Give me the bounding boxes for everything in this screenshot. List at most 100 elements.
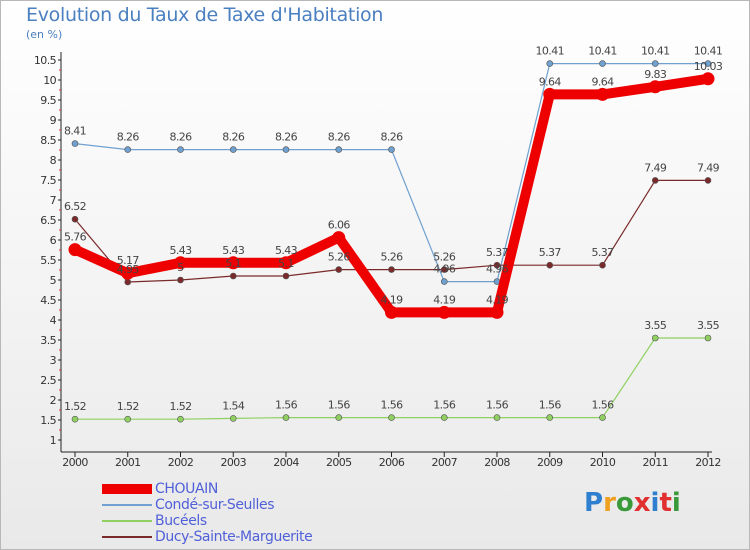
data-point-buceels: [282, 414, 290, 421]
data-label-ducy-sainte-marguerite: 7.49: [697, 161, 720, 174]
data-point-chouain: [121, 266, 135, 280]
data-point-chouain: [332, 231, 346, 245]
logo-letter: r: [603, 488, 616, 518]
data-point-buceels: [651, 334, 659, 342]
data-label-conde-sur-seulles: 8.41: [64, 125, 86, 138]
data-point-conde-sur-seulles: [335, 146, 343, 153]
data-label-conde-sur-seulles: 10.41: [694, 45, 723, 58]
data-point-conde-sur-seulles: [546, 60, 554, 67]
x-tick-label: 2011: [642, 456, 668, 469]
data-label-ducy-sainte-marguerite: 5.37: [539, 246, 562, 259]
legend-swatch-chouain: [102, 484, 152, 494]
y-tick-label: 9.5: [40, 94, 56, 107]
data-point-ducy-sainte-marguerite: [177, 276, 184, 284]
data-point-conde-sur-seulles: [124, 146, 132, 153]
y-tick-label: 3.5: [40, 334, 56, 347]
data-point-buceels: [546, 414, 554, 421]
y-tick-label: 6: [50, 234, 57, 247]
x-tick-label: 2006: [379, 456, 405, 469]
data-point-conde-sur-seulles: [704, 60, 712, 67]
y-tick-label: 2.5: [40, 374, 56, 387]
data-label-chouain: 4.19: [380, 293, 403, 306]
data-label-chouain: 5.76: [64, 231, 87, 244]
y-tick-label: 6.5: [40, 214, 56, 227]
y-tick-label: 1.5: [40, 414, 56, 427]
data-point-ducy-sainte-marguerite: [493, 261, 501, 269]
legend-swatch-ducy-sainte-marguerite: [102, 536, 152, 538]
data-point-buceels: [229, 415, 237, 422]
data-label-buceels: 1.56: [433, 399, 456, 412]
legend-swatch-conde-sur-seulles: [102, 504, 152, 506]
data-label-ducy-sainte-marguerite: 4.95: [117, 263, 140, 276]
data-point-chouain: [68, 243, 82, 257]
data-point-chouain: [648, 80, 662, 94]
y-tick-label: 8.5: [40, 134, 56, 147]
data-point-chouain: [701, 72, 715, 86]
y-tick-label: 1: [50, 434, 56, 447]
data-label-buceels: 1.54: [222, 399, 245, 412]
data-point-ducy-sainte-marguerite: [388, 266, 395, 273]
data-label-conde-sur-seulles: 8.26: [328, 131, 351, 144]
data-point-buceels: [124, 415, 132, 423]
x-tick-label: 2010: [590, 456, 616, 469]
data-label-conde-sur-seulles: 10.41: [536, 45, 565, 58]
data-label-chouain: 5.17: [117, 254, 140, 267]
data-point-conde-sur-seulles: [440, 278, 448, 285]
y-tick-label: 5: [50, 274, 57, 287]
legend-swatch-buceels: [102, 520, 152, 522]
data-label-ducy-sainte-marguerite: 5.37: [486, 246, 509, 259]
data-point-ducy-sainte-marguerite: [546, 261, 554, 269]
data-label-ducy-sainte-marguerite: 5.26: [433, 251, 456, 264]
y-tick-label: 3: [50, 354, 57, 367]
logo-letter: o: [615, 488, 634, 518]
data-point-ducy-sainte-marguerite: [335, 266, 343, 273]
data-label-buceels: 3.55: [644, 319, 667, 332]
x-tick-label: 2001: [115, 456, 141, 469]
data-label-ducy-sainte-marguerite: 5: [177, 261, 184, 274]
data-label-chouain: 5.43: [275, 244, 298, 257]
data-point-conde-sur-seulles: [282, 146, 290, 153]
data-point-conde-sur-seulles: [599, 60, 606, 67]
x-tick-label: 2000: [62, 456, 88, 469]
data-label-buceels: 1.56: [275, 399, 298, 412]
data-label-ducy-sainte-marguerite: 5.26: [328, 251, 351, 264]
y-tick-label: 9: [50, 114, 57, 127]
data-point-buceels: [704, 334, 712, 342]
legend-label-ducy-sainte-marguerite: Ducy-Sainte-Marguerite: [155, 529, 313, 545]
y-tick-label: 4.5: [40, 294, 56, 307]
data-label-buceels: 1.56: [328, 399, 351, 412]
series-line-chouain: [70, 73, 713, 318]
data-point-buceels: [388, 414, 395, 421]
data-point-ducy-sainte-marguerite: [229, 272, 237, 280]
data-label-buceels: 3.55: [697, 319, 720, 332]
x-tick-label: 2005: [326, 456, 352, 469]
data-label-chouain: 4.19: [486, 293, 509, 306]
data-point-buceels: [440, 414, 448, 421]
y-tick-label: 7: [50, 194, 57, 207]
data-label-chouain: 10.03: [694, 60, 723, 73]
data-label-chouain: 5.43: [222, 244, 245, 257]
x-tick-label: 2003: [220, 456, 246, 469]
data-point-chouain: [543, 87, 557, 101]
data-point-ducy-sainte-marguerite: [71, 215, 79, 223]
data-label-buceels: 1.52: [64, 400, 86, 413]
data-point-ducy-sainte-marguerite: [704, 177, 712, 184]
data-label-ducy-sainte-marguerite: 5.26: [380, 251, 403, 264]
legend-label-conde-sur-seulles: Condé-sur-Seulles: [155, 497, 275, 513]
data-point-chouain: [385, 305, 398, 319]
data-label-ducy-sainte-marguerite: 5.1: [278, 257, 294, 270]
data-label-buceels: 1.52: [169, 400, 191, 413]
chart-title: Evolution du Taux de Taxe d'Habitation: [26, 4, 384, 26]
data-point-buceels: [493, 414, 501, 421]
data-point-chouain: [490, 305, 504, 319]
data-label-conde-sur-seulles: 10.41: [588, 45, 617, 58]
y-tick-label: 4: [50, 314, 57, 327]
data-label-conde-sur-seulles: 8.26: [275, 131, 298, 144]
proxiti-logo: Proxiti: [584, 488, 681, 518]
data-label-conde-sur-seulles: 4.96: [433, 263, 456, 276]
data-label-chouain: 6.06: [328, 219, 351, 232]
legend-label-buceels: Bucéels: [155, 513, 207, 529]
x-tick-label: 2012: [695, 456, 721, 469]
data-point-chouain: [279, 256, 293, 270]
